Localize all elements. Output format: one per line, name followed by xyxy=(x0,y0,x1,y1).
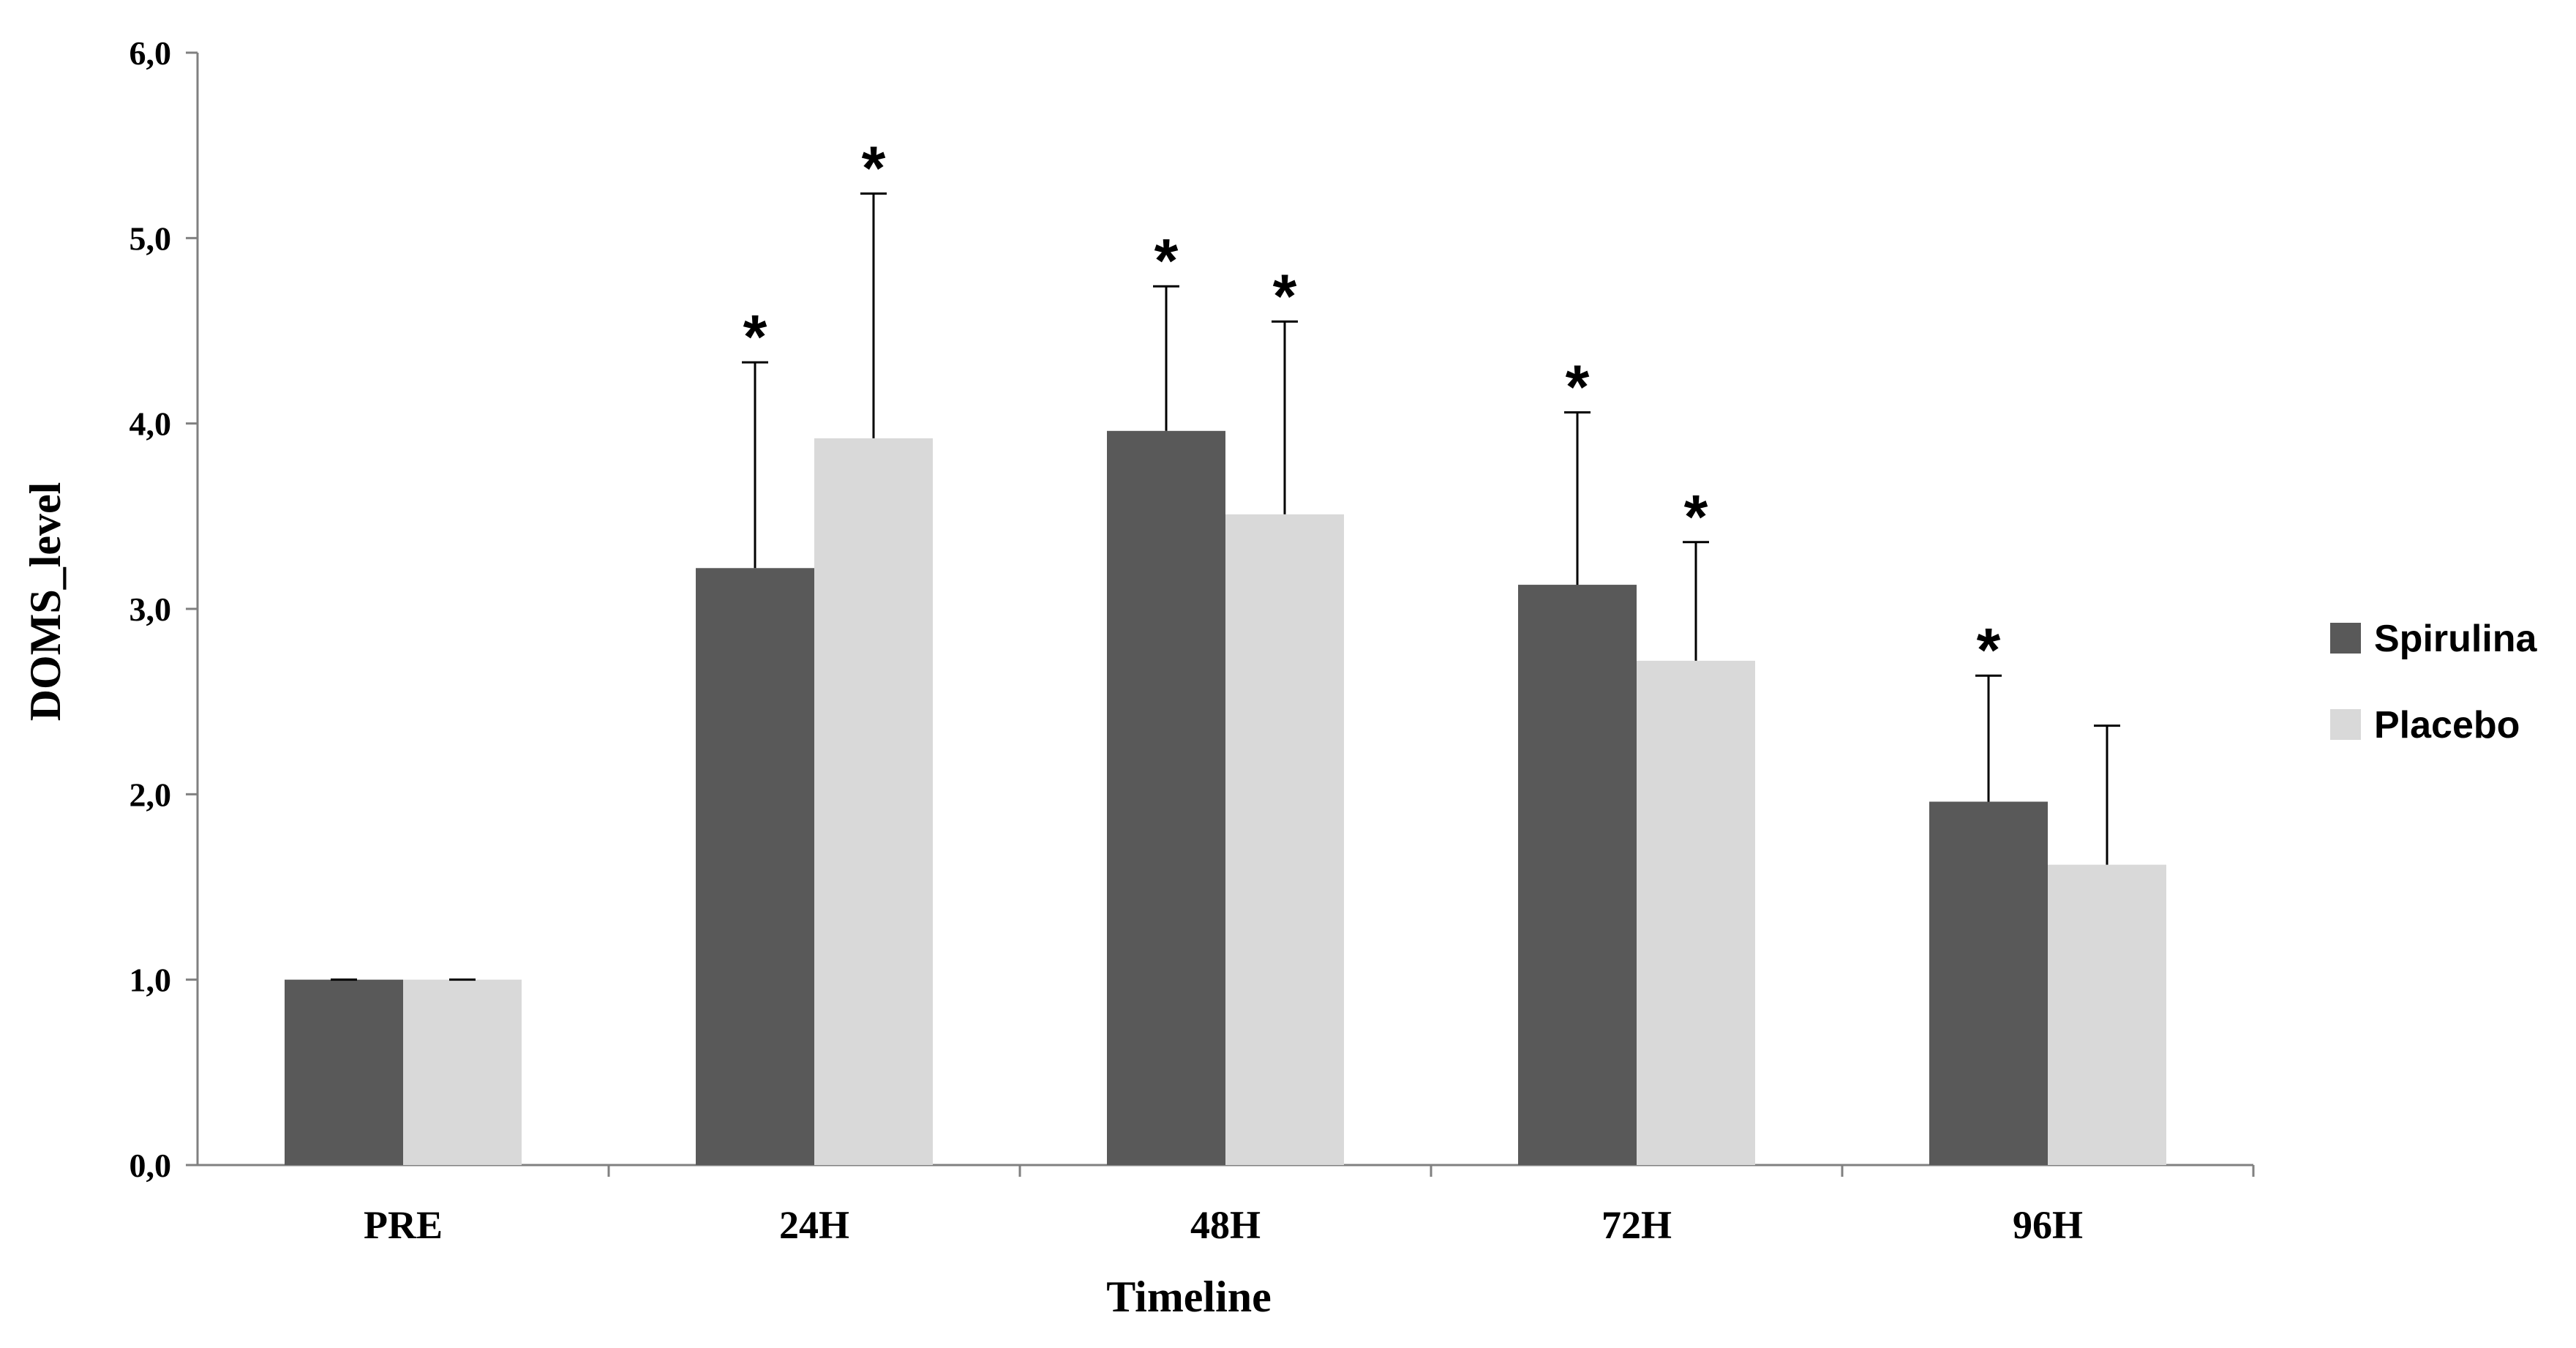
x-tick-label: PRE xyxy=(364,1203,443,1247)
bar-spirulina-96h xyxy=(1929,801,2048,1165)
x-tick-label: 24H xyxy=(779,1203,849,1247)
y-tick-label: 3,0 xyxy=(129,591,172,628)
y-tick-label: 0,0 xyxy=(129,1147,172,1184)
significance-marker: * xyxy=(1566,352,1590,421)
legend-label-spirulina: Spirulina xyxy=(2374,618,2538,660)
significance-marker: * xyxy=(1154,226,1179,295)
y-axis: 0,0 1,0 2,0 3,0 4,0 5,0 6,0 xyxy=(129,34,199,1184)
significance-marker: * xyxy=(862,134,886,203)
error-bars xyxy=(331,192,2120,981)
x-tick-label: 72H xyxy=(1601,1203,1672,1247)
x-tick-label: 96H xyxy=(2013,1203,2083,1247)
bar-placebo-96h xyxy=(2048,864,2166,1165)
bar-spirulina-72h xyxy=(1518,585,1637,1165)
y-axis-title: DOMS_level xyxy=(21,482,70,722)
bar-placebo-48h xyxy=(1225,514,1344,1165)
bar-placebo-pre xyxy=(403,979,522,1165)
significance-markers: * * * * * * * xyxy=(743,134,2001,685)
x-axis: PRE 24H 48H 72H 96H xyxy=(198,1164,2255,1247)
significance-marker: * xyxy=(743,302,767,371)
bar-spirulina-pre xyxy=(285,979,403,1165)
significance-marker: * xyxy=(1977,615,2001,684)
bar-placebo-24h xyxy=(814,438,933,1165)
bar-placebo-72h xyxy=(1637,660,1755,1165)
bars xyxy=(285,430,2166,1165)
significance-marker: * xyxy=(1273,261,1297,330)
legend-swatch-placebo xyxy=(2330,709,2361,740)
significance-marker: * xyxy=(1684,482,1708,551)
legend: Spirulina Placebo xyxy=(2330,618,2538,746)
y-tick-label: 6,0 xyxy=(129,34,172,72)
y-tick-label: 4,0 xyxy=(129,405,172,443)
legend-label-placebo: Placebo xyxy=(2374,704,2520,746)
legend-swatch-spirulina xyxy=(2330,623,2361,654)
bar-spirulina-48h xyxy=(1107,430,1225,1165)
y-tick-label: 2,0 xyxy=(129,776,172,813)
y-tick-label: 1,0 xyxy=(129,962,172,999)
bar-spirulina-24h xyxy=(696,568,814,1165)
y-tick-label: 5,0 xyxy=(129,220,172,257)
x-tick-label: 48H xyxy=(1190,1203,1261,1247)
x-axis-title: Timeline xyxy=(1106,1273,1272,1321)
